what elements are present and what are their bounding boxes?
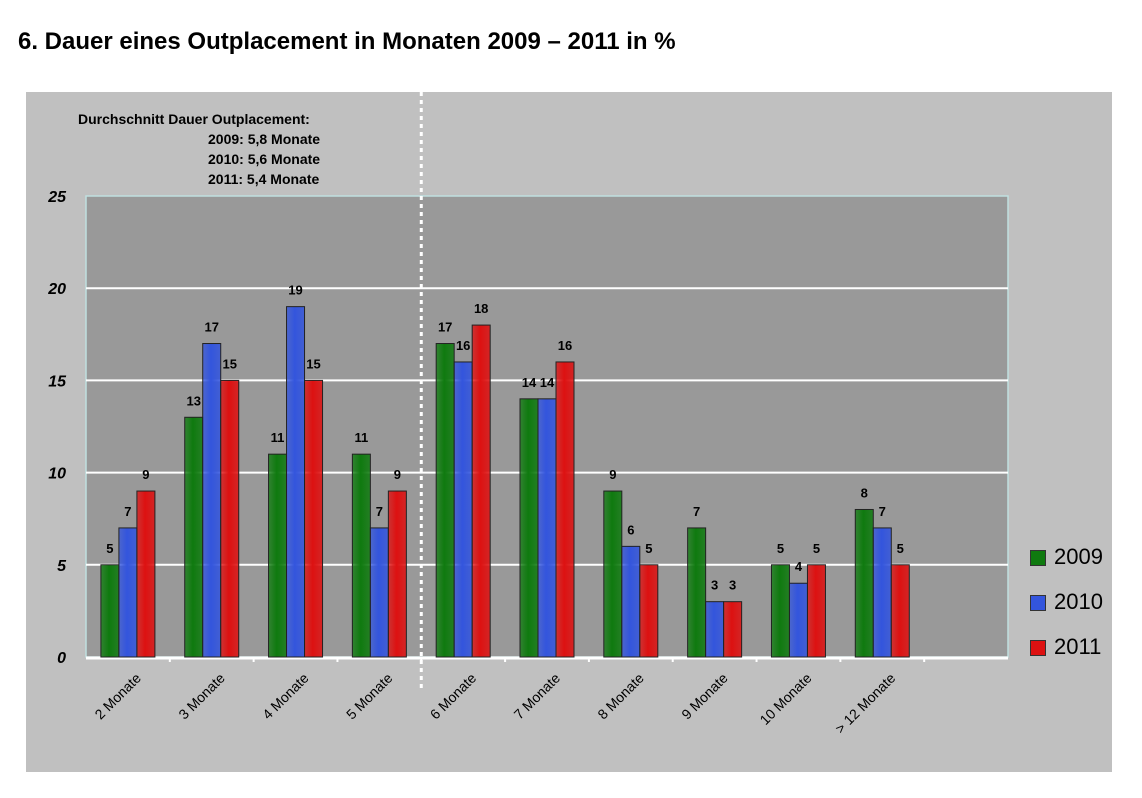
data-label: 9 bbox=[394, 467, 401, 482]
x-axis-ticks: 2 Monate 3 Monate 4 Monate 5 Monate 6 Monate… bbox=[91, 670, 898, 737]
bar-2009-5 bbox=[519, 398, 539, 658]
average-heading: Durchschnitt Dauer Outplacement: bbox=[78, 111, 310, 127]
bar-2010-5 bbox=[537, 398, 557, 658]
bar-2010-3 bbox=[369, 527, 389, 658]
x-tick-label: 3 Monate bbox=[175, 670, 228, 723]
legend-label-2009: 2009 bbox=[1054, 544, 1103, 569]
bar-2009-0 bbox=[100, 564, 120, 658]
data-label: 3 bbox=[729, 578, 736, 593]
y-axis-ticks: 0 5 10 15 20 25 bbox=[47, 189, 67, 667]
bar-2011-0 bbox=[136, 490, 156, 658]
data-label: 14 bbox=[522, 375, 537, 390]
data-label: 15 bbox=[306, 356, 320, 371]
bar-2010-1 bbox=[202, 343, 222, 658]
data-label: 5 bbox=[813, 541, 820, 556]
bar-2011-6 bbox=[639, 564, 659, 658]
data-label: 16 bbox=[456, 338, 470, 353]
bar-2010-6 bbox=[621, 545, 641, 658]
bar-2009-3 bbox=[351, 453, 371, 658]
x-tick-label: > 12 Monate bbox=[832, 670, 899, 737]
data-label: 17 bbox=[438, 320, 452, 335]
bar-2010-7 bbox=[705, 601, 725, 658]
bar-2011-8 bbox=[806, 564, 826, 658]
data-label: 5 bbox=[645, 541, 652, 556]
bar-2011-4 bbox=[471, 324, 491, 658]
data-label: 6 bbox=[627, 522, 634, 537]
x-tick-label: 10 Monate bbox=[756, 670, 814, 728]
legend-swatch-2009 bbox=[1030, 550, 1046, 566]
bar-2010-8 bbox=[788, 582, 808, 658]
bar-2010-2 bbox=[286, 306, 306, 658]
data-label: 7 bbox=[879, 504, 886, 519]
bar-2009-4 bbox=[435, 343, 455, 658]
legend-swatch-2010 bbox=[1030, 595, 1046, 611]
average-2010: 2010: 5,6 Monate bbox=[208, 151, 321, 167]
bar-2009-7 bbox=[687, 527, 707, 658]
legend-label-2010: 2010 bbox=[1054, 589, 1103, 614]
x-tick-label: 4 Monate bbox=[259, 670, 312, 723]
data-label: 7 bbox=[693, 504, 700, 519]
bar-2009-2 bbox=[268, 453, 288, 658]
data-label: 9 bbox=[142, 467, 149, 482]
bar-2011-3 bbox=[387, 490, 407, 658]
bar-2011-1 bbox=[220, 379, 240, 658]
y-tick-label: 10 bbox=[48, 466, 66, 483]
data-label: 18 bbox=[474, 301, 488, 316]
y-tick-label: 20 bbox=[47, 281, 66, 298]
data-label: 15 bbox=[222, 356, 236, 371]
y-tick-label: 25 bbox=[47, 189, 67, 206]
bar-2009-9 bbox=[854, 508, 874, 658]
bar-2010-0 bbox=[118, 527, 138, 658]
page-title: 6. Dauer eines Outplacement in Monaten 2… bbox=[18, 28, 676, 55]
x-tick-label: 2 Monate bbox=[91, 670, 144, 723]
bar-2011-5 bbox=[555, 361, 575, 658]
y-tick-label: 5 bbox=[57, 558, 67, 575]
bar-2011-7 bbox=[723, 601, 743, 658]
legend-label-2011: 2011 bbox=[1054, 634, 1102, 659]
x-tick-label: 9 Monate bbox=[678, 670, 731, 723]
data-label: 11 bbox=[354, 430, 368, 445]
bar-2011-9 bbox=[890, 564, 910, 658]
data-label: 5 bbox=[106, 541, 113, 556]
data-label: 9 bbox=[609, 467, 616, 482]
data-label: 13 bbox=[186, 393, 200, 408]
x-tick-label: 8 Monate bbox=[594, 670, 647, 723]
data-label: 5 bbox=[897, 541, 904, 556]
data-label: 16 bbox=[558, 338, 572, 353]
data-label: 11 bbox=[271, 430, 285, 445]
average-2011: 2011: 5,4 Monate bbox=[208, 171, 320, 187]
bar-2010-4 bbox=[453, 361, 473, 658]
data-label: 7 bbox=[376, 504, 383, 519]
bar-2009-8 bbox=[770, 564, 790, 658]
bar-2009-6 bbox=[603, 490, 623, 658]
y-tick-label: 15 bbox=[48, 373, 67, 390]
data-label: 19 bbox=[288, 283, 302, 298]
bar-2009-1 bbox=[184, 416, 204, 658]
data-label: 14 bbox=[540, 375, 555, 390]
y-tick-label: 0 bbox=[57, 650, 66, 667]
data-label: 8 bbox=[861, 485, 868, 500]
bar-2011-2 bbox=[304, 379, 324, 658]
bar-2010-9 bbox=[872, 527, 892, 658]
data-label: 3 bbox=[711, 578, 718, 593]
bars bbox=[100, 306, 910, 658]
data-label: 17 bbox=[204, 320, 218, 335]
data-label: 5 bbox=[777, 541, 784, 556]
average-2009: 2009: 5,8 Monate bbox=[208, 131, 321, 147]
x-tick-label: 5 Monate bbox=[343, 670, 396, 723]
data-label: 7 bbox=[124, 504, 131, 519]
data-label: 4 bbox=[795, 559, 803, 574]
x-tick-label: 6 Monate bbox=[427, 670, 480, 723]
legend-swatch-2011 bbox=[1030, 640, 1046, 656]
x-tick-label: 7 Monate bbox=[511, 670, 564, 723]
